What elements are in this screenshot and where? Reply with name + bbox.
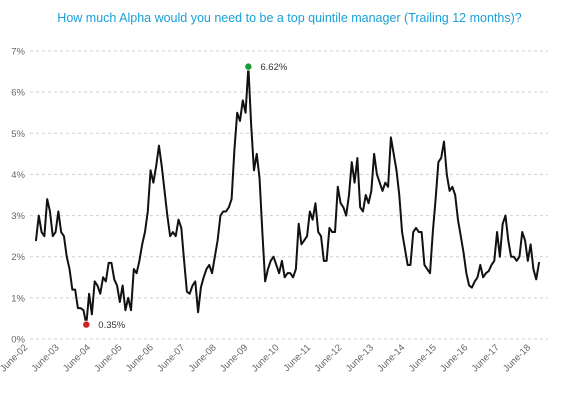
annotation-marker [82,320,91,329]
x-tick-label: June-03 [29,342,61,374]
y-tick-label: 6% [11,88,25,99]
x-tick-label: June-14 [375,342,407,374]
y-tick-label: 4% [11,170,25,181]
x-tick-label: June-07 [155,342,187,374]
chart-title: How much Alpha would you need to be a to… [57,11,522,25]
x-tick-label: June-16 [438,342,470,374]
y-tick-label: 5% [11,129,25,140]
x-tick-label: June-08 [187,342,219,374]
y-tick-label: 3% [11,211,25,222]
x-tick-label: June-12 [312,342,344,374]
annotation-label: 6.62% [260,62,287,73]
x-tick-label: June-04 [61,342,93,374]
x-tick-label: June-15 [407,342,439,374]
series-line [35,65,540,326]
annotation-label: 0.35% [98,320,125,331]
x-tick-label: June-06 [124,342,156,374]
x-tick-label: June-17 [470,342,502,374]
y-axis: 0% 1% 2% 3% 4% 5% 6% 7% [11,47,25,346]
x-tick-label: June-18 [501,342,533,374]
grid-lines [30,50,548,340]
annotations: 6.62% 0.35% [82,62,288,331]
x-tick-label: June-11 [281,342,313,374]
x-tick-label: June-02 [0,342,30,374]
x-tick-label: June-10 [250,342,282,374]
x-tick-label: June-09 [218,342,250,374]
annotation-marker [244,62,253,71]
x-tick-label: June-13 [344,342,376,374]
y-tick-label: 1% [11,293,25,304]
x-axis: June-02 June-03 June-04 June-05 June-06 June-… [0,342,533,374]
y-tick-label: 7% [11,47,25,58]
y-tick-label: 2% [11,252,25,263]
y-tick-label: 0% [11,335,25,346]
x-tick-label: June-05 [92,342,124,374]
